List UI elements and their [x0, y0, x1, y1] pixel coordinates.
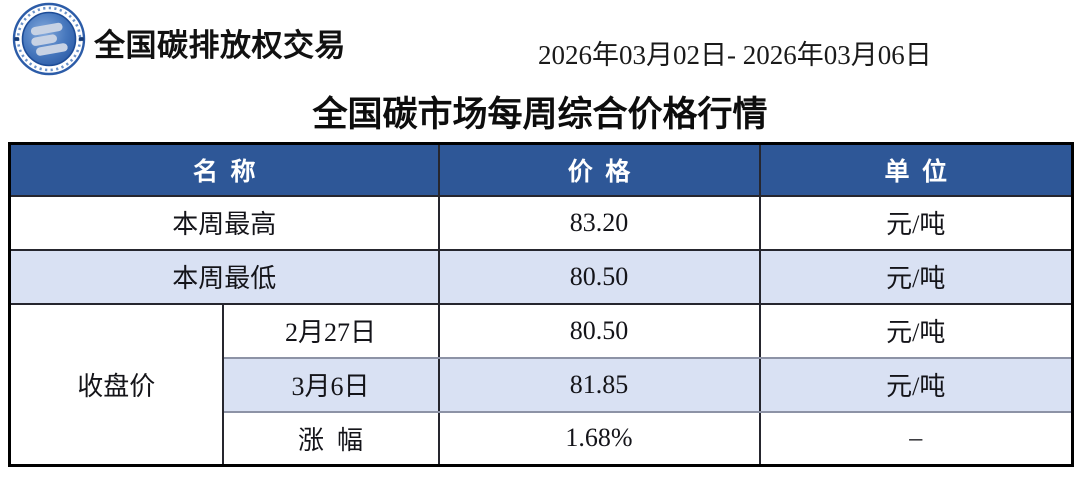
column-header-unit: 单 位: [758, 142, 1074, 197]
carbon-exchange-logo-icon: [12, 2, 86, 76]
price-cell: 1.68%: [437, 410, 761, 467]
name-cell: 2月27日: [221, 302, 440, 359]
group-cell-closing-price: 收盘价: [8, 302, 224, 467]
page-title: 全国碳市场每周综合价格行情: [312, 95, 768, 134]
table-row-change-pct: 涨 幅 1.68% –: [10, 410, 1074, 467]
price-table: 名 称 价 格 单 位 本周最高 83.20 元/吨 本周最低 80.50 元/…: [8, 142, 1075, 467]
name-cell: 本周最高: [8, 194, 440, 251]
name-cell: 涨 幅: [221, 410, 440, 467]
date-range: 2026年03月02日- 2026年03月06日: [538, 40, 932, 70]
name-cell: 3月6日: [221, 356, 440, 413]
column-header-name: 名 称: [8, 142, 440, 197]
price-cell: 80.50: [437, 248, 761, 305]
price-cell: 81.85: [437, 356, 761, 413]
price-cell: 80.50: [437, 302, 761, 359]
unit-cell: 元/吨: [758, 248, 1074, 305]
name-cell: 本周最低: [8, 248, 440, 305]
unit-cell: –: [758, 410, 1074, 467]
unit-cell: 元/吨: [758, 302, 1074, 359]
price-cell: 83.20: [437, 194, 761, 251]
table-row-close-feb27: 收盘价 2月27日 80.50 元/吨: [8, 302, 1074, 467]
table-row-close-mar6: 3月6日 81.85 元/吨: [10, 356, 1074, 413]
table-row-week-high: 本周最高 83.20 元/吨: [8, 194, 1074, 251]
unit-cell: 元/吨: [758, 194, 1074, 251]
unit-cell: 元/吨: [758, 356, 1074, 413]
column-header-price: 价 格: [437, 142, 761, 197]
table-row-week-low: 本周最低 80.50 元/吨: [8, 248, 1074, 305]
brand-title: 全国碳排放权交易: [94, 28, 346, 63]
table-header-row: 名 称 价 格 单 位: [8, 142, 1074, 197]
